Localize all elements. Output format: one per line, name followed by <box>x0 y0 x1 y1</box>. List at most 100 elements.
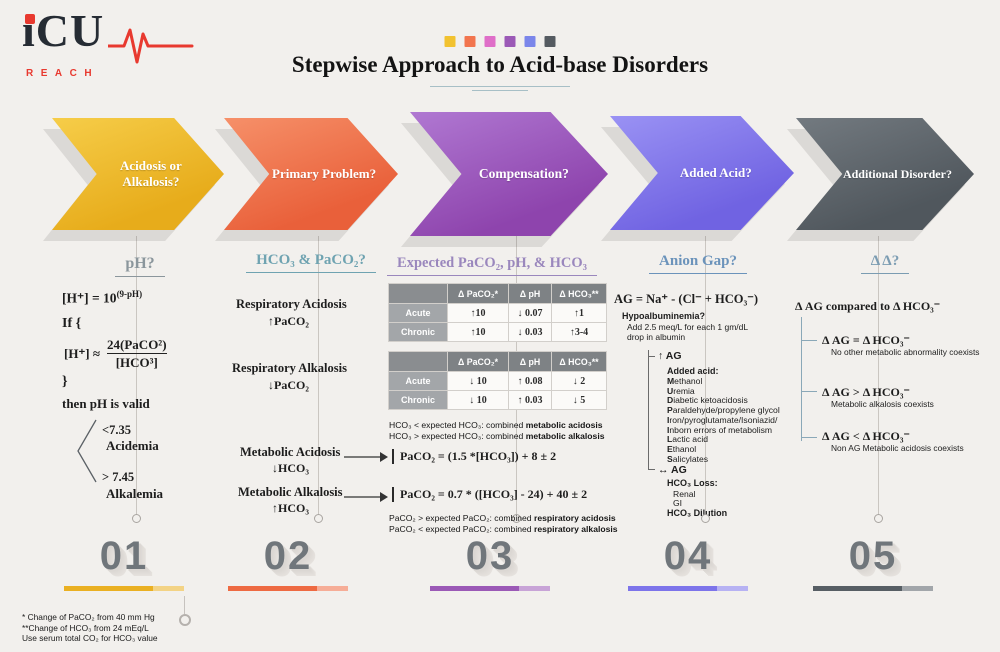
fraction: 24(PaCO²) [HCO³] <box>107 337 167 371</box>
formula-base: [H⁺] = 10 <box>62 290 117 306</box>
row-label: Chronic <box>388 322 448 342</box>
hco3-dilution: HCO₃ Dilution <box>667 508 728 518</box>
acidemia-threshold: <7.35 <box>102 423 131 437</box>
anion-gap-equation: AG = Na⁺ - (Cl⁻ + HCO₃⁻) <box>614 292 759 306</box>
step-arrow-label: Compensation? <box>478 166 569 181</box>
list-item-text: remia <box>673 385 695 396</box>
table-header: Δ HCO₃** <box>551 351 607 372</box>
mudpiles-list: Methanol Uremia Diabetic ketoacidosis Pa… <box>667 376 797 464</box>
list-item-text: ethanol <box>674 376 703 386</box>
step-arrow-label: Primary Problem? <box>272 166 377 181</box>
row-label: Chronic <box>388 390 448 410</box>
table-header: Δ PaCO₂* <box>447 351 509 372</box>
step-number-5: 05 <box>848 534 898 578</box>
branch-bracket <box>77 419 97 483</box>
note-bold: respiratory acidosis <box>533 513 616 523</box>
legend-swatch <box>484 36 496 47</box>
note-text: PaCO₂ < expected PaCO₂: combined <box>389 524 534 534</box>
branch-line <box>801 317 802 441</box>
table-cell: ↓ 10 <box>447 371 509 391</box>
connector-arrow-icon <box>344 452 388 462</box>
hco3-loss-renal: Renal <box>673 489 696 499</box>
if-open: If { <box>62 316 82 331</box>
alkalemia-label: Alkalemia <box>106 486 164 501</box>
branch-stub <box>801 437 817 438</box>
title-flourish-line <box>472 90 528 91</box>
delta-equal-desc: No other metabolic abnormality coexists <box>831 347 980 357</box>
respiratory-acidosis-compensation-table: Δ PaCO₂* Δ pH Δ HCO₃** Acute ↑10 ↓ 0.07 … <box>388 283 607 342</box>
mnemonic-letter: I <box>667 424 670 435</box>
delta-comparison-title: Δ AG compared to Δ HCO₃⁻ <box>795 299 941 313</box>
combined-metabolic-acidosis-note: HCO₃ < expected HCO₃: combined metabolic… <box>389 420 603 430</box>
winters-formula: PaCO₂ = (1.5 *[HCO₃]) + 8 ± 2 <box>392 449 556 464</box>
note-bold: respiratory alkalosis <box>533 524 618 534</box>
step-arrow-label: Added Acid? <box>679 165 752 180</box>
delta-greater-desc: Metabolic alkalosis coexists <box>831 399 934 409</box>
list-item: Paraldehyde/propylene glycol <box>667 405 797 416</box>
column-heading-anion-gap: Anion Gap? <box>612 253 784 274</box>
respiratory-alkalosis-compensation-table: Δ PaCO₂* Δ pH Δ HCO₃** Acute ↓ 10 ↑ 0.08… <box>388 351 607 410</box>
normal-anion-gap-label: ↔ AG <box>658 464 687 476</box>
list-item-text: iabetic ketoacidosis <box>673 395 748 406</box>
step-color-bar <box>430 586 550 591</box>
list-item: Methanol <box>667 376 797 387</box>
respiratory-alkalosis-change: ↓PaCO₂ <box>268 378 309 392</box>
timeline-line <box>136 236 137 520</box>
table-cell: ↑ 0.08 <box>508 371 552 391</box>
list-item: Iron/pyroglutamate/Isoniazid/ <box>667 415 797 426</box>
combined-respiratory-alkalosis-note: PaCO₂ < expected PaCO₂: combined respira… <box>389 524 618 534</box>
table-cell: ↑1 <box>551 303 607 323</box>
hco3-loss-title: HCO₃ Loss: <box>667 478 718 488</box>
kassirer-formula: [H⁺] ≈ 24(PaCO²) [HCO³] <box>64 337 167 371</box>
added-acid-title: Added acid: <box>667 366 719 376</box>
mnemonic-letter: U <box>667 385 674 396</box>
ph-valid-text: then pH is valid <box>62 396 150 411</box>
mnemonic-letter: D <box>667 395 674 406</box>
step-arrow-acidosis-or-alkalosis: Acidosis or Alkalosis? <box>52 118 224 230</box>
step-arrow-added-acid: Added Acid? <box>610 116 794 230</box>
logo-i-dot <box>25 14 35 24</box>
delta-greater-rule: Δ AG > Δ HCO₃⁻ <box>822 385 910 399</box>
table-row: Chronic ↓ 10 ↑ 0.03 ↓ 5 <box>388 390 607 410</box>
heading-text: pH? <box>115 255 165 277</box>
table-row: Acute ↑10 ↓ 0.07 ↑1 <box>388 303 607 323</box>
list-item-text: thanol <box>672 443 697 454</box>
mnemonic-letter: M <box>667 376 675 386</box>
acidemia-label: Acidemia <box>106 438 159 453</box>
step-number-4: 04 <box>663 534 713 578</box>
list-item-text: actic acid <box>672 434 709 445</box>
list-item: Uremia <box>667 385 797 397</box>
column-heading-expected: Expected PaCO₂, pH, & HCO₃ <box>386 255 598 276</box>
delta-equal-rule: Δ AG = Δ HCO₃⁻ <box>822 333 910 347</box>
note-text: HCO₃ > expected HCO₃: combined <box>389 431 526 441</box>
step-arrow-compensation: Compensation? <box>410 112 608 236</box>
list-item: Diabetic ketoacidosis <box>667 396 797 406</box>
table-header: Δ HCO₃** <box>551 283 607 304</box>
formula-lhs: [H⁺] ≈ <box>64 346 101 361</box>
table-header: Δ PaCO₂* <box>447 283 509 304</box>
heading-text: HCO₃ & PaCO₂? <box>246 252 376 273</box>
legend-swatch <box>524 36 536 47</box>
title-flourish-line <box>430 86 570 87</box>
delta-less-desc: Non AG Metabolic acidosis coexists <box>831 443 964 453</box>
footnotes: * Change of PaCO₂ from 40 mm Hg **Change… <box>22 612 158 644</box>
step-color-bar <box>228 586 348 591</box>
metabolic-alkalosis-change: ↑HCO₃ <box>272 501 309 515</box>
step-arrow-label: Acidosis or Alkalosis? <box>120 158 182 189</box>
heading-text: Δ Δ? <box>860 253 910 274</box>
legend-swatch <box>504 36 516 47</box>
respiratory-alkalosis-label: Respiratory Alkalosis <box>232 361 347 375</box>
metabolic-alkalosis-label: Metabolic Alkalosis <box>238 485 343 499</box>
step-color-bar <box>813 586 933 591</box>
step-arrow-primary-problem: Primary Problem? <box>224 118 398 230</box>
legend-swatch <box>464 36 476 47</box>
note-text: PaCO₂ > expected PaCO₂: combined <box>389 513 534 523</box>
table-row: Acute ↓ 10 ↑ 0.08 ↓ 2 <box>388 371 607 391</box>
if-close: } <box>62 374 68 389</box>
table-header: Δ pH <box>508 283 552 304</box>
mnemonic-letter: L <box>667 434 673 445</box>
fraction-numerator: 24(PaCO²) <box>107 337 167 352</box>
branch-line <box>648 350 649 470</box>
respiratory-acidosis-label: Respiratory Acidosis <box>236 297 347 311</box>
step-number-2: 02 <box>263 534 313 578</box>
